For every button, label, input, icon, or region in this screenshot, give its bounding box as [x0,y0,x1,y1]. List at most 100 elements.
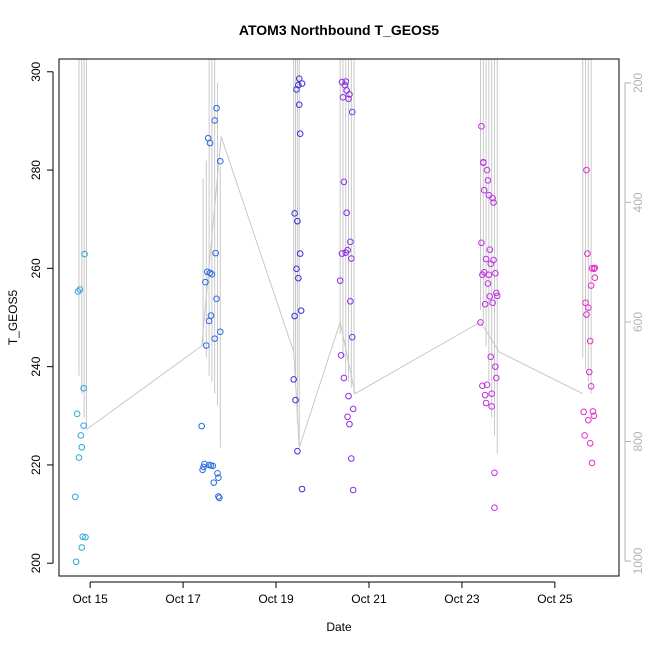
data-point [347,297,354,305]
data-point [201,460,208,468]
data-point [348,255,355,262]
data-point [80,384,87,392]
data-point [583,311,590,318]
data-point [488,403,495,410]
data-point [345,95,352,103]
data-point [483,166,491,174]
data-point [337,352,345,359]
data-point [296,130,304,137]
data-point [336,277,344,284]
data-point [215,493,222,500]
data-point [208,270,216,278]
data-point [81,250,88,258]
x-tick-label: Oct 15 [72,592,108,606]
right-tick-label: 400 [631,192,645,212]
data-point [349,405,357,413]
data-point [295,274,302,282]
data-point [491,504,498,511]
data-point [345,392,352,400]
data-point [485,271,493,279]
data-point [585,304,592,311]
data-point [492,269,499,277]
y-axis-title: T_GEOS5 [6,290,20,346]
y-tick-label: 280 [29,160,43,180]
data-point [75,454,83,461]
data-point [587,282,595,289]
data-point [295,81,302,89]
data-point [343,209,350,217]
data-point [490,256,497,264]
data-point [76,286,84,293]
data-point [72,558,80,566]
data-point [349,486,357,494]
data-point [199,466,206,474]
data-point [216,494,223,502]
data-point [294,447,301,455]
data-point [482,255,490,263]
data-point [290,376,297,383]
data-point [73,410,81,418]
data-point [216,157,224,165]
data-point [291,312,298,320]
data-point [211,117,218,124]
data-point [80,422,87,429]
chart-title: ATOM3 Northbound T_GEOS5 [239,22,439,38]
data-point [215,474,222,482]
x-tick-label: Oct 19 [258,592,294,606]
data-point [293,265,300,273]
data-point [591,274,599,281]
x-tick-label: Oct 25 [537,592,573,606]
data-point [585,416,592,424]
data-point [479,159,487,166]
plot-frame [58,58,620,577]
data-point [200,463,207,471]
data-point [492,363,499,370]
data-point [484,280,492,287]
data-point [581,432,588,439]
data-point [348,108,356,116]
data-point [484,177,492,184]
data-point [340,374,348,382]
x-tick-label: Oct 21 [351,592,387,606]
data-point [493,374,500,382]
data-point [292,396,299,404]
data-point [78,544,86,551]
data-point [481,391,489,399]
data-point [198,422,205,430]
data-point [346,420,353,428]
data-point [340,178,348,186]
data-point [478,239,485,247]
data-point [490,199,497,206]
data-point [206,139,214,147]
data-points-layer [71,75,599,566]
data-point [588,459,596,467]
data-point [295,101,303,109]
data-point [211,335,218,342]
data-point [74,288,82,295]
data-point [491,469,498,477]
data-point [590,265,598,273]
data-point [489,194,496,202]
data-point [586,440,594,447]
data-point [342,78,350,85]
data-point [347,238,354,246]
y-axis: 200 220 240 260 280 300 [29,61,54,573]
data-point [478,123,485,130]
data-point [213,295,220,303]
data-point [489,299,496,307]
x-axis-title: Date [326,620,352,634]
data-point [580,408,587,416]
data-point [482,399,490,407]
y-tick-label: 240 [29,356,43,376]
data-point [203,342,210,349]
right-tick-label: 600 [631,312,645,332]
data-point [479,382,486,390]
data-point [216,328,224,336]
pressure-profile-layer [78,59,592,454]
data-point [210,479,218,486]
x-tick-label: Oct 17 [165,592,201,606]
data-point [298,485,306,493]
data-point [486,246,494,253]
